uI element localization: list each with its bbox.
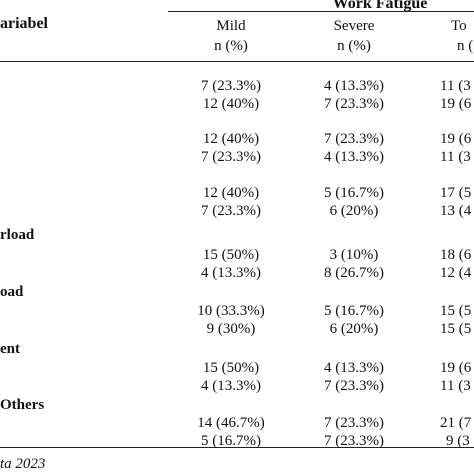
cell-severe: 5 (16.7%) bbox=[324, 185, 384, 201]
header-bottom-rule bbox=[0, 61, 474, 62]
row-group-label: rload bbox=[0, 227, 35, 243]
column-severe-header: Severe bbox=[333, 18, 375, 34]
cell-mild: 15 (50%) bbox=[202, 247, 260, 263]
cell-severe: 7 (23.3%) bbox=[324, 131, 384, 147]
cell-mild: 4 (13.3%) bbox=[201, 378, 261, 394]
cell-total: 15 (5 bbox=[440, 321, 472, 337]
cell-severe: 4 (13.3%) bbox=[324, 149, 384, 165]
cell-severe: 6 (20%) bbox=[329, 321, 379, 337]
cell-mild: 12 (40%) bbox=[202, 185, 260, 201]
column-severe-unit: n (%) bbox=[337, 38, 371, 54]
group-header-rule bbox=[168, 11, 474, 12]
cell-total: 11 (3 bbox=[440, 78, 471, 94]
column-total-unit: n ( bbox=[457, 38, 474, 54]
column-mild-header: Mild bbox=[216, 18, 246, 34]
cell-mild: 7 (23.3%) bbox=[201, 78, 261, 94]
row-group-label: Others bbox=[0, 397, 45, 413]
cell-severe: 8 (26.7%) bbox=[324, 265, 384, 281]
cell-total: 15 (5 bbox=[440, 303, 472, 319]
cell-total: 21 (7 bbox=[440, 415, 472, 431]
cell-mild: 7 (23.3%) bbox=[201, 203, 261, 219]
cell-total: 9 (3 bbox=[446, 433, 470, 449]
cell-mild: 14 (46.7%) bbox=[197, 415, 265, 431]
cell-severe: 3 (10%) bbox=[329, 247, 379, 263]
column-total-header: To bbox=[451, 18, 467, 34]
row-group-label: ent bbox=[0, 341, 20, 357]
cell-total: 12 (4 bbox=[440, 265, 472, 281]
cell-total: 17 (5 bbox=[440, 185, 472, 201]
table-bottom-rule bbox=[0, 447, 474, 448]
variable-header: ariabel bbox=[0, 15, 48, 32]
cell-severe: 6 (20%) bbox=[329, 203, 379, 219]
cell-mild: 7 (23.3%) bbox=[201, 149, 261, 165]
cell-severe: 4 (13.3%) bbox=[324, 78, 384, 94]
cell-total: 19 (6 bbox=[440, 96, 472, 112]
cell-mild: 4 (13.3%) bbox=[201, 265, 261, 281]
cell-mild: 5 (16.7%) bbox=[201, 433, 261, 449]
cell-mild: 12 (40%) bbox=[202, 96, 260, 112]
cell-total: 11 (3 bbox=[440, 378, 471, 394]
cell-severe: 7 (23.3%) bbox=[324, 433, 384, 449]
cell-mild: 12 (40%) bbox=[202, 131, 260, 147]
cell-severe: 4 (13.3%) bbox=[324, 360, 384, 376]
cell-mild: 15 (50%) bbox=[202, 360, 260, 376]
cell-mild: 10 (33.3%) bbox=[197, 303, 265, 319]
cell-severe: 5 (16.7%) bbox=[324, 303, 384, 319]
row-group-label: oad bbox=[0, 284, 24, 300]
column-mild-unit: n (%) bbox=[214, 38, 248, 54]
cell-total: 19 (6 bbox=[440, 131, 472, 147]
cell-severe: 7 (23.3%) bbox=[324, 96, 384, 112]
work-fatigue-header: Work Fatigue bbox=[332, 0, 428, 12]
cell-total: 19 (6 bbox=[440, 360, 472, 376]
cell-total: 11 (3 bbox=[440, 149, 471, 165]
cell-severe: 7 (23.3%) bbox=[324, 378, 384, 394]
cell-severe: 7 (23.3%) bbox=[324, 415, 384, 431]
cell-total: 18 (6 bbox=[440, 247, 472, 263]
cell-mild: 9 (30%) bbox=[206, 321, 256, 337]
cell-total: 13 (4 bbox=[440, 203, 472, 219]
table-source-note: ta 2023 bbox=[0, 456, 46, 472]
